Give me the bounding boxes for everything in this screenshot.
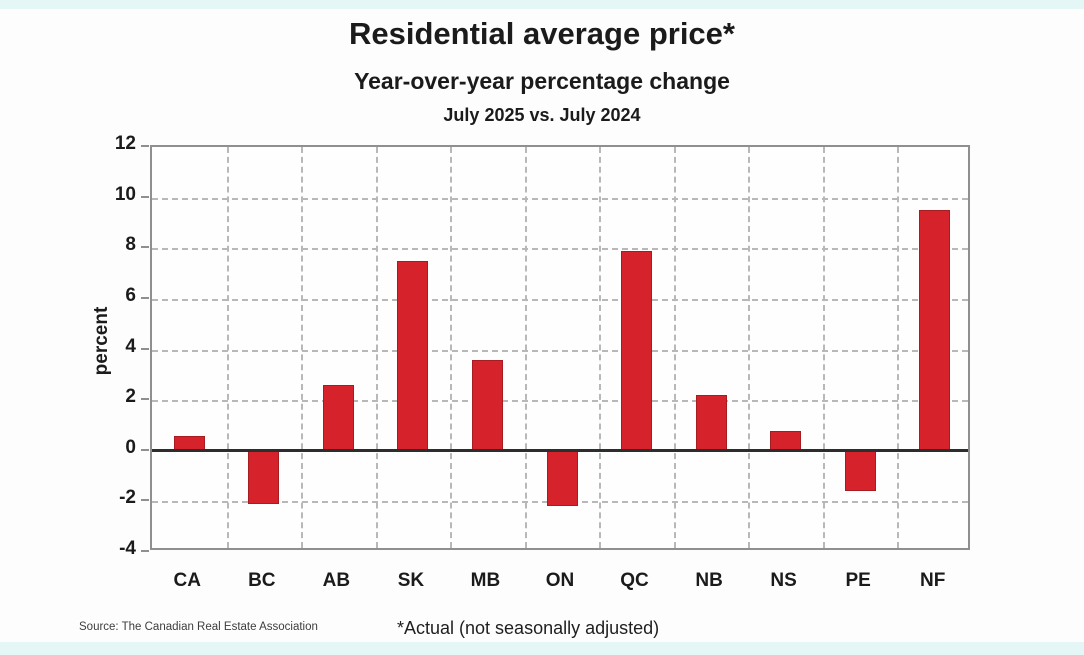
y-tick-label: 0 <box>125 436 136 458</box>
bar-PE <box>844 450 876 492</box>
horizontal-gridline <box>152 298 968 301</box>
bottom-edge-strip <box>0 642 1084 655</box>
y-tick-mark <box>141 296 149 299</box>
horizontal-gridline <box>152 400 968 403</box>
chart-subtitle: Year-over-year percentage change <box>354 68 730 94</box>
vertical-gridline <box>375 147 378 548</box>
x-tick-label-AB: AB <box>322 570 351 591</box>
x-tick-label-SK: SK <box>397 570 425 591</box>
y-tick-label: 2 <box>125 386 136 408</box>
horizontal-gridline <box>152 349 968 352</box>
y-tick-mark <box>141 550 149 552</box>
zero-axis-line <box>152 449 968 453</box>
y-tick-label: 4 <box>125 335 136 357</box>
bar-AB <box>322 384 354 451</box>
y-tick-label: -2 <box>119 487 136 509</box>
horizontal-gridline <box>152 248 968 251</box>
x-tick-label-CA: CA <box>173 570 201 591</box>
bar-BC <box>248 450 280 504</box>
x-tick-label-NB: NB <box>695 570 723 591</box>
vertical-gridline <box>301 147 304 548</box>
y-tick-mark <box>141 347 149 350</box>
x-tick-label-BC: BC <box>248 570 276 591</box>
y-tick-mark <box>141 448 149 451</box>
x-tick-label-NS: NS <box>770 570 797 591</box>
top-edge-strip <box>0 0 1084 9</box>
vertical-gridline <box>524 147 527 548</box>
x-tick-label-ON: ON <box>545 570 575 591</box>
x-tick-label-MB: MB <box>470 570 501 591</box>
bar-QC <box>621 250 653 451</box>
x-tick-label-QC: QC <box>620 570 649 591</box>
chart-period-label: July 2025 vs. July 2024 <box>443 105 641 125</box>
bar-ON <box>546 450 578 507</box>
bar-SK <box>397 260 429 451</box>
y-tick-label: -4 <box>119 538 136 559</box>
y-tick-mark <box>141 499 149 502</box>
y-tick-label: 10 <box>114 183 136 205</box>
vertical-gridline <box>748 147 751 548</box>
chart-title: Residential average price* <box>349 16 735 51</box>
vertical-gridline <box>822 147 825 548</box>
y-tick-mark <box>141 195 149 198</box>
vertical-gridline <box>599 147 602 548</box>
vertical-gridline <box>450 147 453 548</box>
y-tick-label: 6 <box>125 284 136 306</box>
vertical-gridline <box>673 147 676 548</box>
y-tick-mark <box>141 145 149 147</box>
bar-MB <box>471 359 503 451</box>
x-tick-label-PE: PE <box>845 570 871 591</box>
y-tick-mark <box>141 398 149 401</box>
bar-NB <box>695 395 727 451</box>
horizontal-gridline <box>152 197 968 200</box>
vertical-gridline <box>226 147 229 548</box>
x-tick-label-NF: NF <box>920 570 946 591</box>
bar-NF <box>919 210 951 451</box>
y-tick-mark <box>141 246 149 249</box>
bar-NS <box>770 430 802 451</box>
y-tick-label: 12 <box>114 133 136 154</box>
plot-area <box>150 145 970 550</box>
y-tick-label: 8 <box>125 234 136 256</box>
source-note: Source: The Canadian Real Estate Associa… <box>79 621 318 633</box>
footnote: *Actual (not seasonally adjusted) <box>397 618 660 638</box>
vertical-gridline <box>897 147 900 548</box>
